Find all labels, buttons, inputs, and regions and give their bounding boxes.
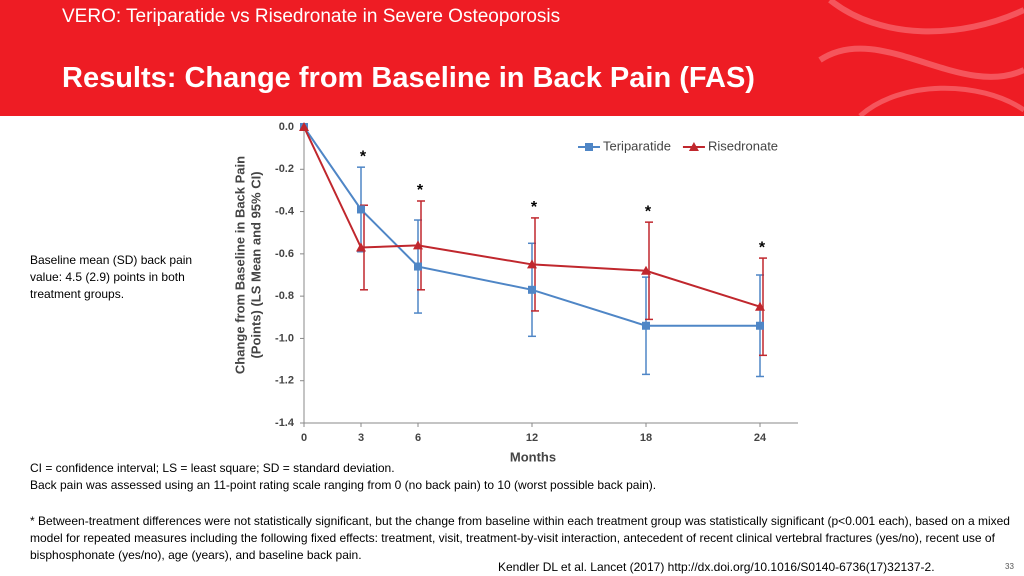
annotation: * — [645, 203, 652, 220]
error-bar — [417, 200, 425, 291]
data-point — [756, 321, 764, 330]
series-line — [303, 126, 760, 327]
data-point — [527, 259, 537, 269]
error-bar — [645, 221, 653, 321]
x-tick-label: 24 — [754, 432, 767, 444]
x-tick-label: 18 — [640, 432, 652, 444]
x-axis-label: Months — [510, 449, 556, 464]
annotation: * — [531, 199, 538, 216]
data-point — [414, 262, 422, 271]
annotation: * — [417, 182, 424, 199]
error-bar — [759, 257, 767, 357]
legend-label: Teriparatide — [603, 138, 671, 153]
data-point — [755, 301, 765, 311]
error-bar — [360, 204, 368, 291]
header-band: VERO: Teriparatide vs Risedronate in Sev… — [0, 0, 1024, 116]
data-point — [641, 265, 651, 275]
x-tick-label: 0 — [301, 432, 307, 444]
y-tick-label: -1.4 — [275, 417, 295, 429]
page-number: 33 — [1005, 562, 1014, 571]
slide-subtitle: VERO: Teriparatide vs Risedronate in Sev… — [62, 6, 561, 27]
y-tick-label: -0.8 — [275, 290, 294, 302]
x-tick-label: 6 — [415, 432, 421, 444]
y-axis-label: (Points) (LS Mean and 95% CI) — [248, 171, 263, 358]
error-bar — [531, 217, 539, 312]
data-point — [357, 205, 365, 214]
legend-label: Risedronate — [708, 138, 778, 153]
y-tick-label: -1.2 — [275, 375, 294, 387]
y-tick-label: 0.0 — [279, 121, 294, 133]
x-tick-label: 3 — [358, 432, 364, 444]
annotation: * — [360, 148, 367, 165]
data-point — [642, 321, 650, 330]
y-tick-label: -0.4 — [275, 205, 295, 217]
dna-decoration — [818, 0, 1024, 116]
citation: Kendler DL et al. Lancet (2017) http://d… — [498, 560, 935, 574]
footnote: CI = confidence interval; LS = least squ… — [30, 461, 395, 475]
series-line — [303, 126, 761, 308]
y-tick-label: -0.6 — [275, 248, 294, 260]
footnote: * Between-treatment differences were not… — [30, 514, 1010, 562]
footnote: Back pain was assessed using an 11-point… — [30, 478, 657, 492]
data-point — [528, 285, 536, 294]
side-note: Baseline mean (SD) back pain value: 4.5 … — [30, 253, 193, 301]
y-tick-label: -0.2 — [275, 163, 294, 175]
annotation: * — [759, 239, 766, 256]
y-tick-label: -1.0 — [275, 332, 294, 344]
y-axis-label: Change from Baseline in Back Pain — [232, 156, 247, 374]
slide-title: Results: Change from Baseline in Back Pa… — [62, 62, 755, 94]
legend-marker — [688, 142, 699, 151]
data-point — [413, 240, 423, 250]
data-point — [299, 122, 309, 131]
data-point — [356, 242, 366, 252]
legend-marker — [585, 143, 593, 151]
x-tick-label: 12 — [526, 432, 538, 444]
